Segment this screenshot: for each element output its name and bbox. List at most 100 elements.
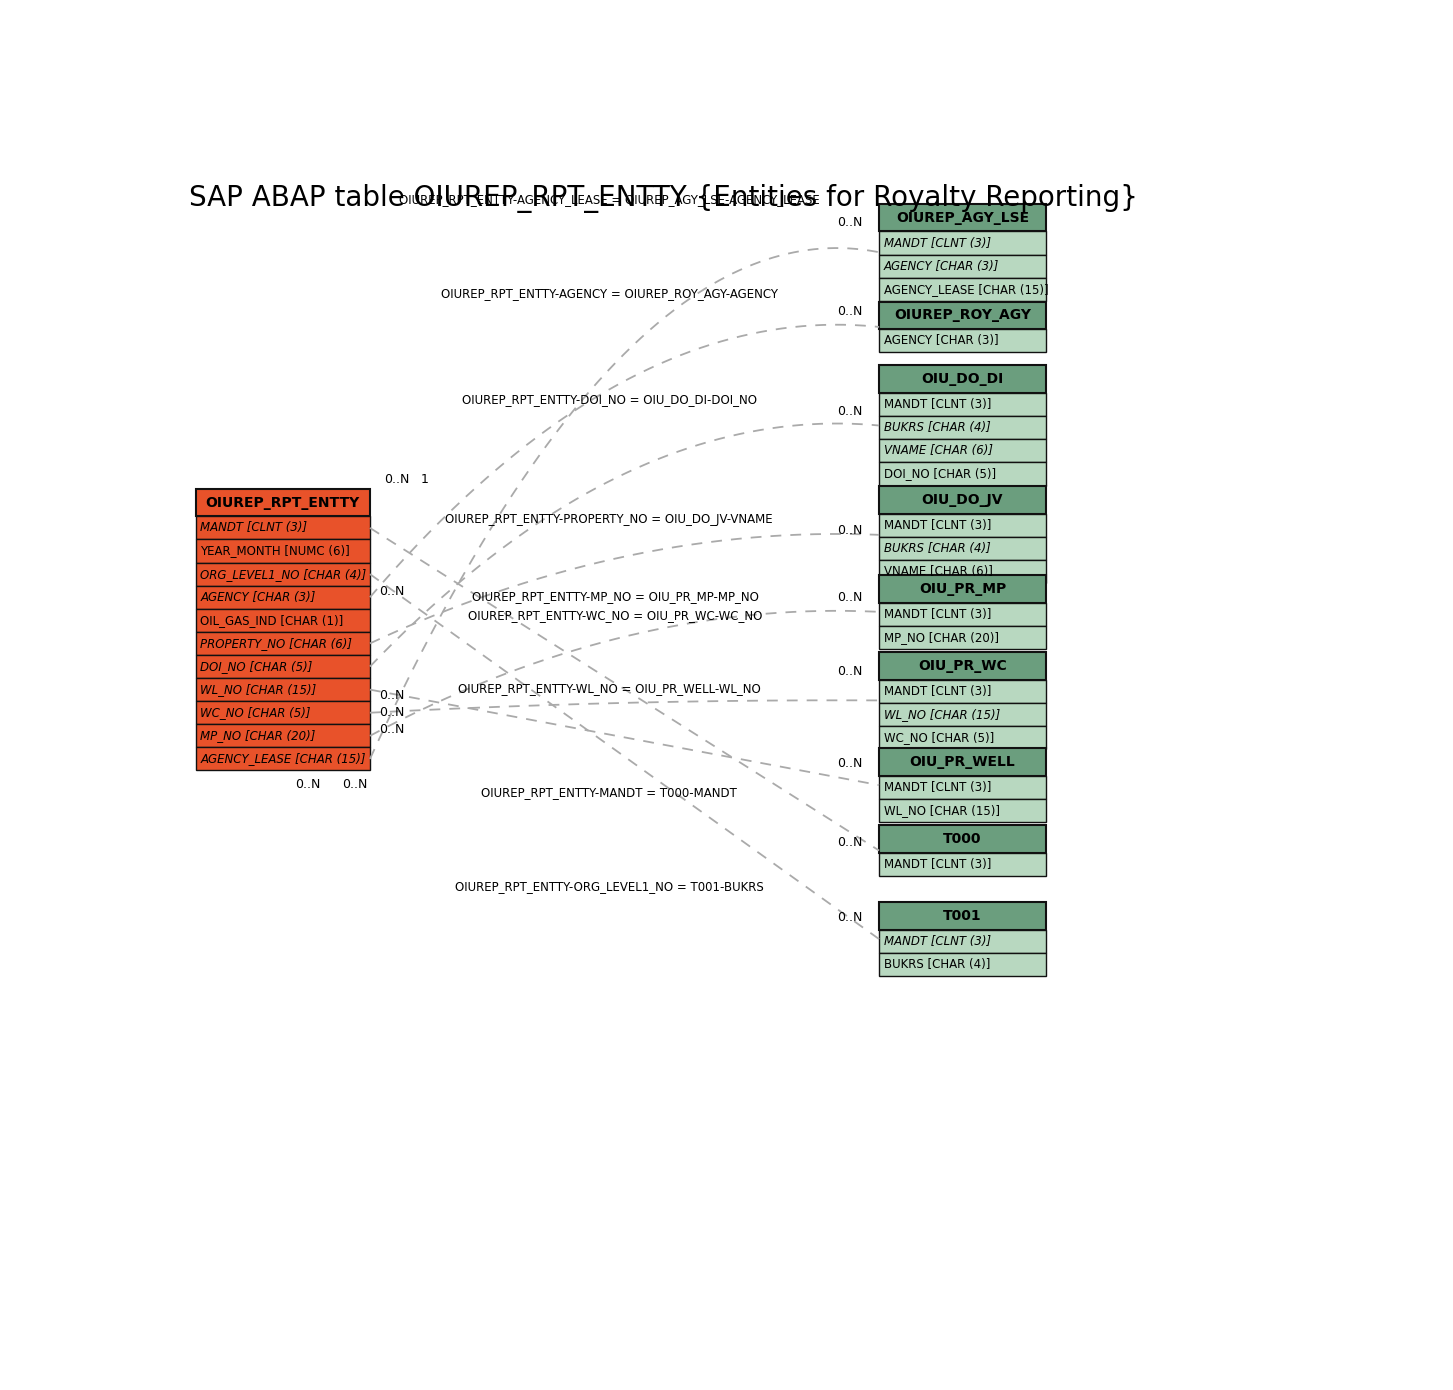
Bar [879, 902, 1046, 930]
Text: BUKRS [CHAR (4)]: BUKRS [CHAR (4)] [883, 542, 991, 555]
Bar [879, 703, 1046, 726]
Bar [879, 954, 1046, 976]
Bar [196, 539, 371, 563]
Text: T000: T000 [943, 833, 982, 847]
Text: MANDT [CLNT (3)]: MANDT [CLNT (3)] [883, 858, 991, 872]
Bar [879, 799, 1046, 821]
Text: BUKRS [CHAR (4)]: BUKRS [CHAR (4)] [883, 421, 991, 434]
Text: OIU_PR_WELL: OIU_PR_WELL [910, 755, 1016, 769]
Text: AGENCY [CHAR (3)]: AGENCY [CHAR (3)] [883, 335, 998, 348]
Bar [879, 680, 1046, 703]
Text: WC_NO [CHAR (5)]: WC_NO [CHAR (5)] [201, 706, 311, 719]
Text: OIUREP_RPT_ENTTY-AGENCY_LEASE = OIUREP_AGY_LSE-AGENCY_LEASE: OIUREP_RPT_ENTTY-AGENCY_LEASE = OIUREP_A… [398, 193, 819, 206]
Bar [879, 302, 1046, 329]
Text: 0..N: 0..N [837, 524, 863, 537]
Text: MANDT [CLNT (3)]: MANDT [CLNT (3)] [883, 518, 991, 532]
Bar [879, 254, 1046, 278]
Text: MANDT [CLNT (3)]: MANDT [CLNT (3)] [883, 607, 991, 621]
Text: 0..N: 0..N [295, 778, 321, 791]
Text: MANDT [CLNT (3)]: MANDT [CLNT (3)] [883, 236, 991, 250]
Text: OIUREP_RPT_ENTTY-AGENCY = OIUREP_ROY_AGY-AGENCY: OIUREP_RPT_ENTTY-AGENCY = OIUREP_ROY_AGY… [440, 288, 777, 300]
Text: MP_NO [CHAR (20)]: MP_NO [CHAR (20)] [201, 730, 315, 742]
Text: 0..N: 0..N [837, 304, 863, 318]
Text: DOI_NO [CHAR (5)]: DOI_NO [CHAR (5)] [201, 660, 312, 673]
Bar [879, 439, 1046, 463]
Text: 0..N: 0..N [379, 723, 404, 737]
Bar [879, 463, 1046, 485]
Text: VNAME [CHAR (6)]: VNAME [CHAR (6)] [883, 566, 992, 578]
Text: OIUREP_RPT_ENTTY-WL_NO = OIU_PR_WELL-WL_NO: OIUREP_RPT_ENTTY-WL_NO = OIU_PR_WELL-WL_… [458, 682, 760, 695]
Text: BUKRS [CHAR (4)]: BUKRS [CHAR (4)] [883, 958, 989, 972]
Text: AGENCY_LEASE [CHAR (15)]: AGENCY_LEASE [CHAR (15)] [883, 282, 1049, 296]
Text: OIUREP_AGY_LSE: OIUREP_AGY_LSE [897, 211, 1029, 225]
Bar [879, 514, 1046, 537]
Bar [196, 489, 371, 516]
Text: OIUREP_RPT_ENTTY-MANDT = T000-MANDT: OIUREP_RPT_ENTTY-MANDT = T000-MANDT [481, 785, 737, 798]
Bar [196, 678, 371, 701]
Bar [879, 603, 1046, 626]
Text: OIUREP_ROY_AGY: OIUREP_ROY_AGY [894, 309, 1032, 322]
Text: PROPERTY_NO [CHAR (6)]: PROPERTY_NO [CHAR (6)] [201, 637, 352, 651]
Bar [879, 652, 1046, 680]
Bar [879, 366, 1046, 393]
Bar [196, 632, 371, 655]
Bar [879, 278, 1046, 300]
Text: 0..N: 0..N [837, 404, 863, 418]
Text: 0..N: 0..N [379, 585, 404, 598]
Bar [879, 329, 1046, 353]
Text: WL_NO [CHAR (15)]: WL_NO [CHAR (15)] [883, 708, 1000, 721]
Text: YEAR_MONTH [NUMC (6)]: YEAR_MONTH [NUMC (6)] [201, 545, 350, 557]
Text: 0..N: 0..N [837, 215, 863, 229]
Bar [196, 585, 371, 609]
Text: 0..N: 0..N [837, 758, 863, 770]
Text: SAP ABAP table OIUREP_RPT_ENTTY {Entities for Royalty Reporting}: SAP ABAP table OIUREP_RPT_ENTTY {Entitie… [189, 183, 1138, 213]
Text: MANDT [CLNT (3)]: MANDT [CLNT (3)] [201, 521, 308, 534]
Bar [196, 748, 371, 770]
Text: AGENCY [CHAR (3)]: AGENCY [CHAR (3)] [201, 591, 315, 603]
Text: OIU_PR_WC: OIU_PR_WC [918, 659, 1007, 673]
Text: MANDT [CLNT (3)]: MANDT [CLNT (3)] [883, 685, 991, 698]
Text: AGENCY [CHAR (3)]: AGENCY [CHAR (3)] [883, 260, 1000, 272]
Text: OIUREP_RPT_ENTTY-MP_NO = OIU_PR_MP-MP_NO: OIUREP_RPT_ENTTY-MP_NO = OIU_PR_MP-MP_NO [472, 589, 758, 603]
Text: 1: 1 [420, 473, 429, 486]
Text: OIUREP_RPT_ENTTY-ORG_LEVEL1_NO = T001-BUKRS: OIUREP_RPT_ENTTY-ORG_LEVEL1_NO = T001-BU… [455, 880, 763, 894]
Text: OIU_DO_JV: OIU_DO_JV [921, 493, 1003, 507]
Text: T001: T001 [943, 909, 982, 923]
Text: ORG_LEVEL1_NO [CHAR (4)]: ORG_LEVEL1_NO [CHAR (4)] [201, 567, 366, 581]
Text: 0..N: 0..N [837, 592, 863, 605]
Text: DOI_NO [CHAR (5)]: DOI_NO [CHAR (5)] [883, 467, 995, 481]
Text: OIUREP_RPT_ENTTY-WC_NO = OIU_PR_WC-WC_NO: OIUREP_RPT_ENTTY-WC_NO = OIU_PR_WC-WC_NO [468, 609, 763, 623]
Text: MP_NO [CHAR (20)]: MP_NO [CHAR (20)] [883, 631, 998, 644]
Text: AGENCY_LEASE [CHAR (15)]: AGENCY_LEASE [CHAR (15)] [201, 752, 366, 766]
Bar [879, 826, 1046, 853]
Text: 0..N: 0..N [837, 910, 863, 924]
Bar [196, 724, 371, 748]
Text: WL_NO [CHAR (15)]: WL_NO [CHAR (15)] [883, 803, 1000, 817]
Bar [879, 930, 1046, 954]
Bar [196, 563, 371, 585]
Bar [196, 609, 371, 632]
Bar [879, 726, 1046, 749]
Text: OIU_DO_DI: OIU_DO_DI [921, 373, 1004, 386]
Bar [879, 626, 1046, 649]
Text: OIU_PR_MP: OIU_PR_MP [918, 582, 1005, 596]
Bar [879, 393, 1046, 416]
Text: OIUREP_RPT_ENTTY: OIUREP_RPT_ENTTY [206, 495, 360, 510]
Text: WL_NO [CHAR (15)]: WL_NO [CHAR (15)] [201, 682, 317, 696]
Text: 0..N: 0..N [837, 664, 863, 678]
Bar [879, 853, 1046, 876]
Bar [879, 560, 1046, 584]
Text: MANDT [CLNT (3)]: MANDT [CLNT (3)] [883, 935, 991, 948]
Bar [879, 204, 1046, 232]
Bar [196, 516, 371, 539]
Text: 0..N: 0..N [379, 706, 404, 719]
Bar [879, 486, 1046, 514]
Text: 0..N: 0..N [341, 778, 368, 791]
Bar [879, 416, 1046, 439]
Bar [879, 537, 1046, 560]
Bar [196, 655, 371, 678]
Bar [879, 575, 1046, 603]
Bar [879, 232, 1046, 254]
Bar [196, 701, 371, 724]
Text: 0..N: 0..N [384, 473, 410, 486]
